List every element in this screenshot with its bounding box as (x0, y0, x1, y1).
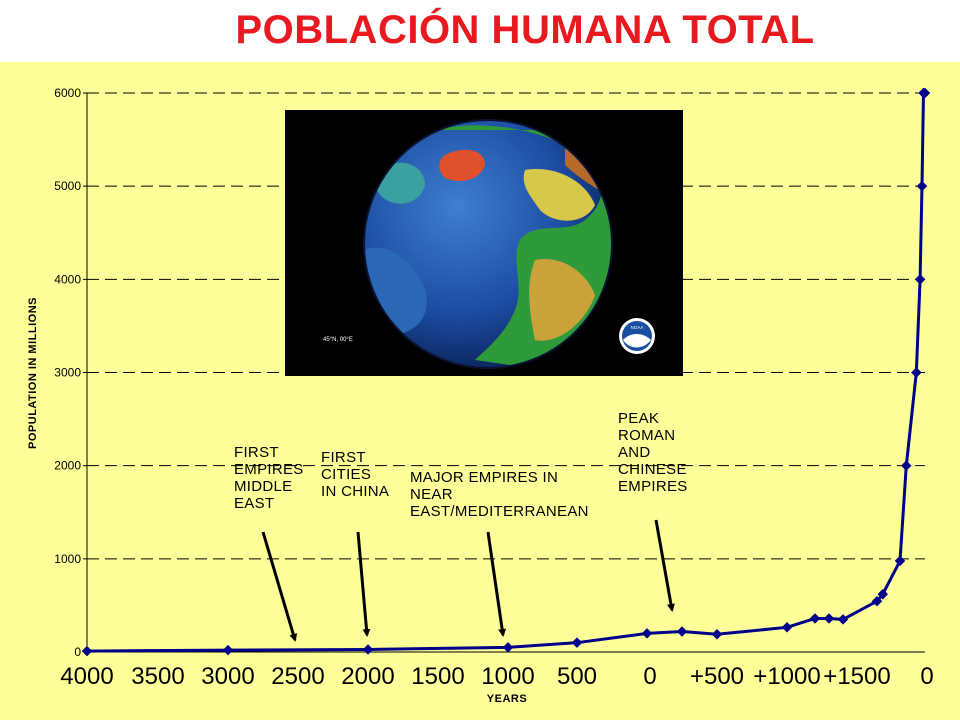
annotation-line: AND (618, 444, 651, 461)
annotation-line: EMPIRES (234, 461, 304, 478)
earth-globe-photo: 45°N, 00°E NOAA (285, 110, 683, 376)
x-tick-label: +1000 (753, 663, 820, 690)
data-point (823, 613, 835, 624)
x-tick-label: 4000 (60, 663, 113, 690)
data-point (641, 628, 653, 639)
data-point (837, 614, 849, 625)
annotation-arrows (261, 519, 675, 642)
annotation-line: FIRST (321, 449, 366, 466)
y-tick-labels: 0 1000 2000 3000 4000 5000 6000 (54, 86, 87, 659)
data-point (919, 87, 931, 99)
data-point (916, 180, 928, 192)
globe-icon: 45°N, 00°E NOAA (323, 119, 655, 369)
data-point (871, 595, 883, 607)
data-point (914, 273, 926, 285)
x-tick-label: 2500 (271, 663, 324, 690)
y-tick-label: 1000 (54, 552, 81, 566)
x-tick-label: 0 (920, 663, 933, 690)
data-point (222, 644, 234, 656)
data-point (894, 555, 906, 567)
x-tick-label: +1500 (823, 663, 890, 690)
annotation-line: MIDDLE (234, 478, 292, 495)
annotation-line: CITIES (321, 466, 371, 483)
arrow-peak-empires (654, 519, 675, 612)
series-population (81, 87, 931, 657)
x-tick-labels: 4000 3500 3000 2500 2000 1500 1000 500 0 +500 +100… (60, 663, 933, 690)
x-tick-label: 0 (643, 663, 656, 690)
data-point (877, 588, 889, 600)
arrow-major-empires (486, 531, 507, 637)
y-tick-label: 2000 (54, 459, 81, 473)
annotation-line: ROMAN (618, 427, 675, 444)
x-axis-label: YEARS (487, 693, 527, 705)
data-point (81, 645, 93, 657)
annotation-label: MAJOR EMPIRES IN NEAR EAST/MEDITERRANEAN (410, 469, 589, 520)
data-point (362, 644, 374, 655)
y-tick-label: 3000 (54, 366, 81, 380)
photo-caption: 45°N, 00°E (323, 337, 353, 343)
annotation-label: FIRST CITIES IN CHINA (321, 449, 389, 500)
y-tick-label: 5000 (54, 179, 81, 193)
data-point (711, 628, 723, 640)
y-tick-label: 6000 (54, 86, 81, 100)
data-point (502, 641, 514, 653)
data-point (571, 637, 583, 649)
annotation-line: FIRST (234, 444, 279, 461)
annotation-label: PEAK ROMAN AND CHINESE EMPIRES (618, 410, 688, 495)
x-tick-label: 1000 (481, 663, 534, 690)
annotation-line: NEAR (410, 486, 453, 503)
annotation-line: IN CHINA (321, 483, 389, 500)
arrow-first-cities (356, 531, 371, 637)
data-point (781, 621, 793, 633)
x-tick-label: 500 (557, 663, 597, 690)
annotation-line: MAJOR EMPIRES IN (410, 469, 558, 486)
arrow-first-empires (261, 531, 298, 642)
annotation-line: PEAK (618, 410, 659, 427)
annotation-line: EMPIRES (618, 478, 688, 495)
y-axis-label: POPULATION IN MILLIONS (27, 297, 39, 449)
data-point (809, 613, 821, 624)
x-tick-label: 3000 (201, 663, 254, 690)
annotation-line: EAST (234, 495, 274, 512)
x-tick-label: 1500 (411, 663, 464, 690)
data-point (676, 626, 688, 637)
x-tick-label: 3500 (131, 663, 184, 690)
annotation-line: EAST/MEDITERRANEAN (410, 503, 589, 520)
data-point (910, 367, 922, 378)
annotation-line: CHINESE (618, 461, 687, 478)
slide-title: POBLACIÓN HUMANA TOTAL (235, 8, 815, 52)
y-tick-label: 4000 (54, 272, 81, 286)
data-point (900, 460, 912, 472)
svg-text:NOAA: NOAA (631, 325, 644, 330)
noaa-logo: NOAA (619, 318, 655, 354)
x-tick-label: +500 (690, 663, 744, 690)
x-tick-label: 2000 (341, 663, 394, 690)
annotation-label: FIRST EMPIRES MIDDLE EAST (234, 444, 304, 512)
y-tick-label: 0 (74, 645, 81, 659)
